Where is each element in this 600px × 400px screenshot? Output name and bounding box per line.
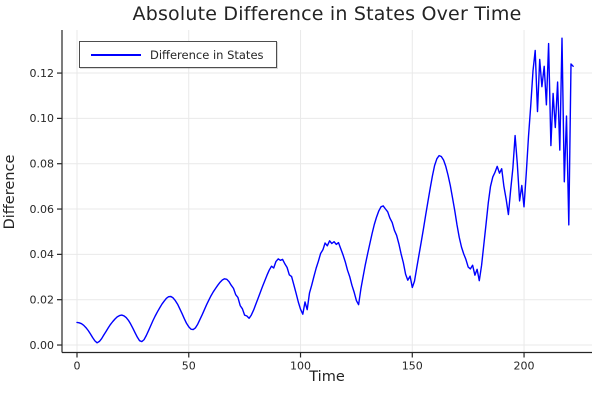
y-tick-label: 0.06 bbox=[30, 203, 55, 216]
x-axis-label: Time bbox=[309, 369, 345, 385]
y-tick-label: 0.12 bbox=[30, 67, 55, 80]
y-tick-label: 0.02 bbox=[30, 293, 55, 306]
data-line-difference-in-states bbox=[76, 37, 574, 344]
x-tick-label: 150 bbox=[402, 360, 423, 373]
y-tick-label: 0.08 bbox=[30, 158, 55, 171]
y-tick-label: 0.10 bbox=[30, 112, 55, 125]
legend-box: Difference in States bbox=[79, 41, 277, 68]
x-tick-label: 100 bbox=[290, 360, 311, 373]
y-tick-label: 0.04 bbox=[30, 248, 55, 261]
y-tick-label: 0.00 bbox=[30, 339, 55, 352]
x-tick-label: 200 bbox=[514, 360, 535, 373]
legend-line-sample bbox=[91, 53, 141, 56]
x-tick-label: 50 bbox=[182, 360, 196, 373]
legend-label: Difference in States bbox=[150, 47, 264, 62]
chart-title: Absolute Difference in States Over Time bbox=[132, 3, 522, 25]
x-tick-label: 0 bbox=[73, 360, 80, 373]
